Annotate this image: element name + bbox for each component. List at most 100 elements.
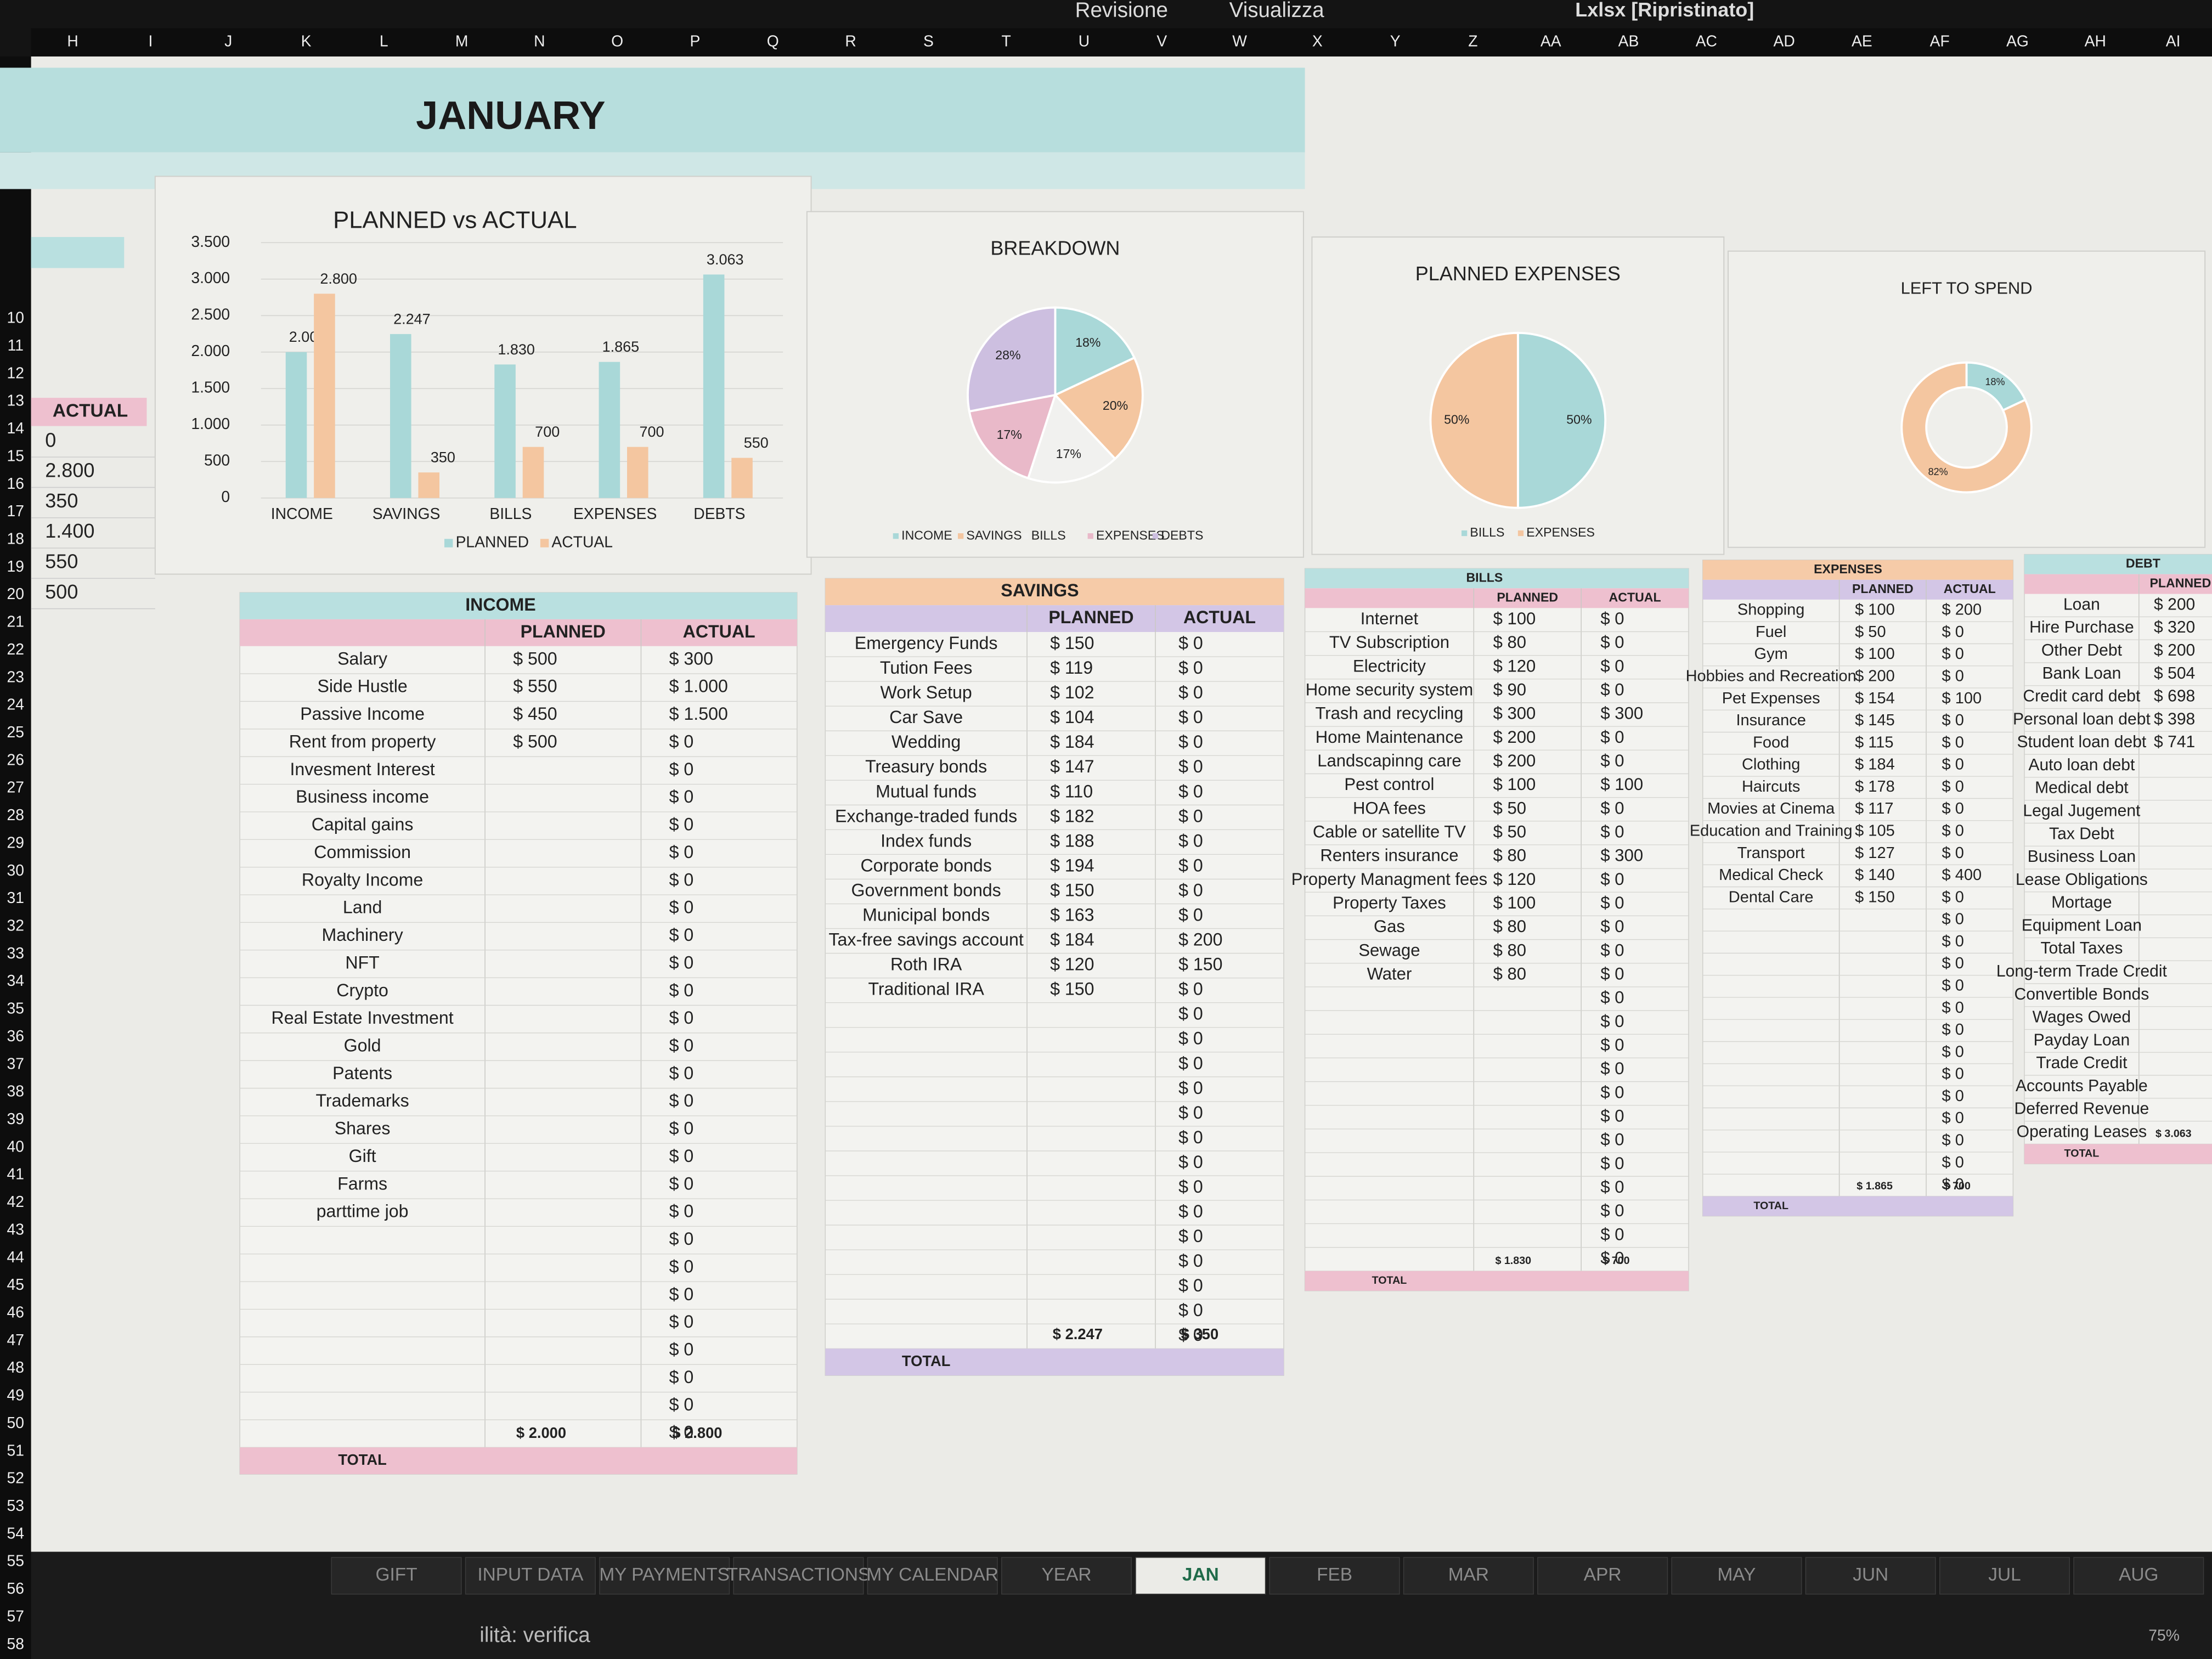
cell-value: $ 150	[1050, 633, 1094, 653]
cell-value: $ 80	[1493, 917, 1526, 936]
sheet-tab[interactable]	[1403, 1557, 1534, 1595]
column-header: X	[1312, 32, 1323, 50]
cell-value: $ 0	[1178, 732, 1203, 752]
data-label: 3.063	[707, 251, 744, 268]
cell-value: $ 100	[1493, 775, 1536, 794]
sheet-tab[interactable]	[867, 1557, 998, 1595]
sheet-tab[interactable]	[1269, 1557, 1400, 1595]
cell-value: $ 200	[1493, 727, 1536, 747]
row-label: Accounts Payable	[2016, 1077, 2148, 1095]
slice-label: 18%	[1985, 376, 2005, 387]
sheet-tab[interactable]	[1939, 1557, 2070, 1595]
left-column-header-bg	[31, 398, 147, 426]
row-number: 39	[7, 1110, 24, 1127]
row-label: Home security system	[1306, 680, 1474, 699]
sheet-tab[interactable]	[599, 1557, 730, 1595]
cell-value: $ 178	[1855, 778, 1895, 795]
column-header: N	[534, 32, 545, 50]
cell-value: $ 117	[1855, 800, 1893, 817]
cell-value: $ 0	[669, 1312, 694, 1331]
column-header: V	[1156, 32, 1167, 50]
row-label: Farms	[337, 1173, 387, 1193]
total-value: $ 700	[1602, 1255, 1629, 1267]
sheet-tab[interactable]	[331, 1557, 462, 1595]
x-tick-label: EXPENSES	[573, 505, 657, 522]
table-title: DEBT	[2126, 556, 2160, 571]
cell-value: $ 1.500	[669, 704, 728, 724]
cell-value: $ 100	[1493, 609, 1536, 628]
row-label: Municipal bonds	[862, 905, 990, 924]
cell-value: $ 0	[1942, 668, 1964, 685]
cell-value: $ 0	[669, 787, 694, 806]
y-tick-label: 1.000	[191, 415, 230, 432]
slice-label: 17%	[1056, 447, 1081, 461]
table-title: SAVINGS	[1001, 580, 1079, 600]
chart-title: LEFT TO SPEND	[1901, 278, 2033, 297]
cell-value: $ 0	[1942, 712, 1964, 729]
row-label: Trash and recycling	[1315, 704, 1463, 723]
row-label: Hire Purchase	[2029, 618, 2134, 636]
cell-value: $ 0	[669, 1063, 694, 1083]
sheet-tab[interactable]	[1001, 1557, 1132, 1595]
sheet-tab[interactable]	[1805, 1557, 1936, 1595]
menu-item: Revisione	[1075, 0, 1168, 22]
cell-value: $ 50	[1493, 822, 1526, 842]
row-label: Land	[343, 898, 382, 917]
sheet-tab[interactable]	[2073, 1557, 2204, 1595]
row-label: Emergency Funds	[855, 633, 998, 653]
row-label: Convertible Bonds	[2015, 985, 2149, 1003]
cell-value: $ 100	[1600, 775, 1643, 794]
row-number: 21	[7, 613, 24, 630]
bar	[599, 362, 620, 498]
cell-value: $ 300	[1493, 704, 1536, 723]
status-text: ilità: verifica	[479, 1623, 590, 1647]
row-label: Real Estate Investment	[272, 1008, 454, 1028]
chart-title: PLANNED EXPENSES	[1415, 262, 1621, 285]
title-band	[0, 67, 1305, 153]
row-label: Electricity	[1353, 656, 1426, 675]
total-value: $ 1.830	[1495, 1255, 1531, 1267]
row-label: Haircuts	[1742, 778, 1800, 795]
row-number: 54	[7, 1524, 24, 1542]
cell-value: $ 0	[1178, 1103, 1203, 1122]
cell-value: $ 698	[2154, 687, 2195, 706]
cell-value: $ 0	[1600, 1248, 1624, 1267]
cell-value: $ 200	[1493, 751, 1536, 770]
sheet-tab[interactable]	[1671, 1557, 1802, 1595]
table-total-bg	[1702, 1196, 2013, 1216]
x-tick-label: INCOME	[271, 505, 333, 522]
cell-value: $ 0	[1942, 977, 1964, 995]
row-number: 31	[7, 889, 24, 906]
row-label: Tax Debt	[2049, 825, 2114, 843]
row-label: Long-term Trade Credit	[1996, 962, 2168, 980]
sheet-tab[interactable]	[1135, 1557, 1266, 1595]
legend-swatch	[958, 533, 964, 539]
row-label: Mortage	[2051, 894, 2112, 912]
column-header: S	[923, 32, 934, 50]
cell-value: $ 0	[669, 898, 694, 917]
sheet-tab[interactable]	[733, 1557, 864, 1595]
column-header: AH	[2085, 32, 2106, 50]
row-label: Pest control	[1344, 775, 1434, 794]
table-subheader-bg	[240, 619, 797, 646]
y-tick-label: 3.500	[191, 233, 230, 250]
sheet-title: JANUARY	[416, 94, 605, 138]
row-label: Gas	[1374, 917, 1405, 936]
table-bg	[1702, 560, 2014, 1217]
table-header-bg	[240, 592, 797, 619]
sheet-tab-label: MY PAYMENTS	[599, 1565, 730, 1585]
bar	[390, 334, 411, 498]
table-bg	[1304, 568, 1689, 1291]
cell-value: $ 100	[1855, 601, 1895, 619]
cell-value: $ 504	[2154, 664, 2195, 682]
cell-value: $ 184	[1855, 756, 1895, 774]
sheet-tab[interactable]	[1537, 1557, 1668, 1595]
cell-value: $ 0	[1178, 979, 1203, 999]
cell-value: $ 150	[1855, 888, 1895, 906]
cell-value: $ 0	[669, 1367, 694, 1387]
sheet-tab[interactable]	[465, 1557, 596, 1595]
pie-slice	[1516, 331, 1607, 509]
cell-value: $ 0	[1600, 870, 1624, 889]
legend-swatch	[1023, 533, 1029, 539]
